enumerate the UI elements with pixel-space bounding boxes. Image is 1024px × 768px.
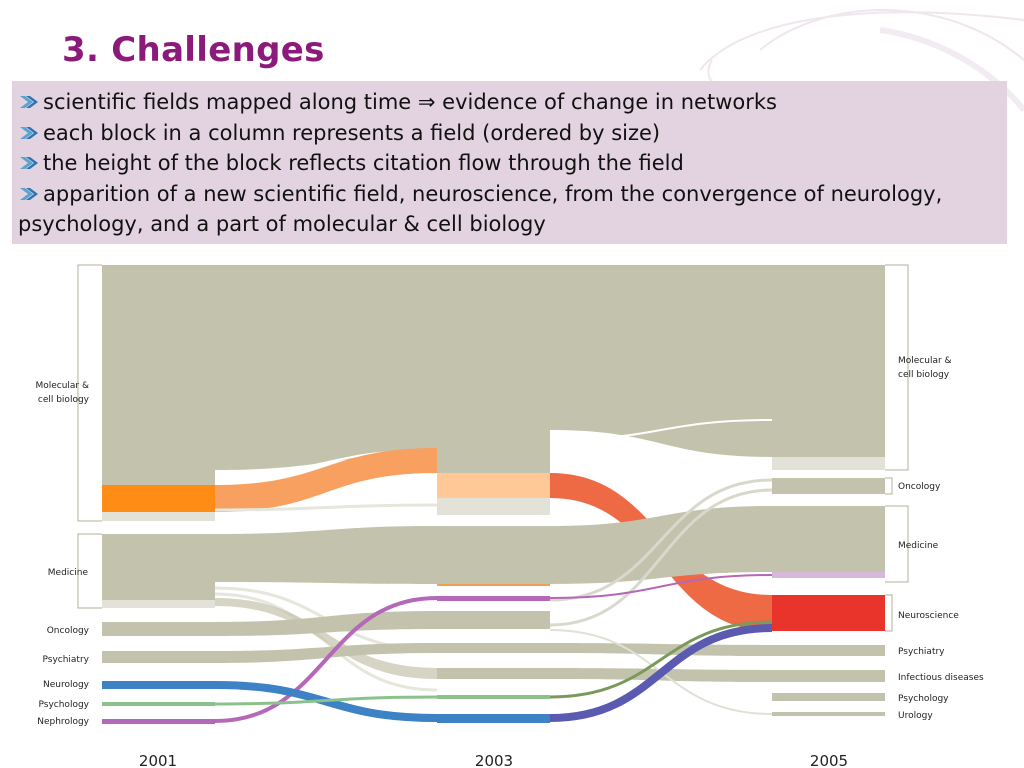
label-2005-urology: Urology xyxy=(898,711,933,721)
block-2001-medicine-tail xyxy=(102,600,215,608)
block-2001-medicine xyxy=(102,534,215,600)
block-2001-psychiatry xyxy=(102,651,215,663)
flow-neurology-2 xyxy=(549,624,773,722)
block-2005-psychology xyxy=(772,693,885,701)
labels-2001: Molecular & cell biology Medicine Oncolo… xyxy=(35,381,89,727)
block-2005-medicine xyxy=(772,506,885,572)
label-2005-medicine: Medicine xyxy=(898,541,939,551)
label-2001-molecular-line1: Molecular & xyxy=(35,381,89,391)
label-2001-nephrology: Nephrology xyxy=(37,717,89,727)
year-label-2005: 2005 xyxy=(810,752,848,768)
flow-medicine-medicine xyxy=(215,526,437,584)
bullet-text: each block in a column represents a fiel… xyxy=(43,120,661,145)
block-2003-nephrology xyxy=(437,596,550,601)
bullet-item: each block in a column represents a fiel… xyxy=(18,118,1007,149)
flow-psychiatry-psychiatry xyxy=(215,643,437,663)
flow-psychology-2 xyxy=(549,620,773,699)
block-2005-oncology xyxy=(772,478,885,494)
block-2003-psychology xyxy=(437,695,550,699)
label-2005-psychology: Psychology xyxy=(898,694,949,704)
flow-nephrology-2 xyxy=(549,574,773,599)
block-2001-oncology xyxy=(102,622,215,636)
block-2001-molecular-highlight xyxy=(102,485,215,512)
chevron-arrow-icon xyxy=(20,96,38,108)
bullet-text: the height of the block reflects citatio… xyxy=(43,151,684,175)
flow-oncology-lines xyxy=(549,478,773,627)
blocks-2003 xyxy=(437,265,550,723)
flow-nephrology xyxy=(214,596,438,723)
block-2003-medicine-line xyxy=(437,584,550,586)
block-2001-nephrology xyxy=(102,719,215,724)
block-2001-molecular xyxy=(102,265,215,513)
bullet-item: apparition of a new scientific field, ne… xyxy=(18,179,1007,240)
labels-2005: Molecular & cell biology Oncology Medici… xyxy=(898,356,984,721)
bullet-item: the height of the block reflects citatio… xyxy=(18,148,1007,179)
block-2005-medicine-line xyxy=(772,572,885,578)
blocks-2001 xyxy=(102,265,215,724)
year-label-2001: 2001 xyxy=(139,752,177,768)
block-2001-neurology xyxy=(102,681,215,689)
chevron-arrow-icon xyxy=(20,187,38,200)
flow-psychiatry-psychiatry-2 xyxy=(550,643,772,656)
label-2001-psychology: Psychology xyxy=(39,700,90,710)
brackets xyxy=(77,264,909,632)
flow-medicine-medicine-2 xyxy=(550,506,772,584)
label-2005-infectious: Infectious diseases xyxy=(898,673,984,683)
label-2001-oncology: Oncology xyxy=(47,626,90,636)
block-2003-molecular-highlight xyxy=(437,473,550,498)
block-2003-medicine xyxy=(437,526,550,584)
block-2001-molecular-tail xyxy=(102,512,215,521)
block-2003-infectious xyxy=(437,668,550,679)
alluvial-diagram: Molecular & cell biology Medicine Oncolo… xyxy=(35,264,984,768)
block-2003-neurology xyxy=(437,714,550,723)
label-2005-molecular-line1: Molecular & xyxy=(898,356,952,366)
blocks-2005 xyxy=(772,265,885,716)
block-2003-molecular-tail xyxy=(437,498,550,515)
block-2005-neuroscience xyxy=(772,595,885,631)
flow-medicine-infectious xyxy=(215,598,437,679)
label-2001-molecular-line2: cell biology xyxy=(38,395,90,405)
slide-title: 3. Challenges xyxy=(62,30,325,70)
label-2005-psychiatry: Psychiatry xyxy=(898,647,945,657)
flows-2001-2003 xyxy=(214,265,438,723)
chevron-arrow-icon xyxy=(20,157,38,169)
block-2001-psychology xyxy=(102,702,215,706)
flow-psychology xyxy=(214,695,438,706)
block-2005-urology xyxy=(772,712,885,716)
flow-molecular-highlight xyxy=(215,448,437,512)
flow-oncology-oncology xyxy=(215,611,437,636)
label-2001-medicine: Medicine xyxy=(48,568,89,578)
flow-molecular-molecular xyxy=(215,265,437,470)
year-label-2003: 2003 xyxy=(475,752,513,768)
flow-molecular-molecular-2 xyxy=(550,265,772,457)
bullet-text: scientific fields mapped along time ⇒ ev… xyxy=(43,90,777,114)
label-2005-oncology: Oncology xyxy=(898,482,941,492)
block-2005-molecular-tail xyxy=(772,457,885,470)
label-2001-psychiatry: Psychiatry xyxy=(42,655,89,665)
block-2003-psychiatry xyxy=(437,643,550,653)
block-2003-molecular xyxy=(437,265,550,473)
label-2005-molecular-line2: cell biology xyxy=(898,370,950,380)
bullet-list: scientific fields mapped along time ⇒ ev… xyxy=(12,81,1007,244)
bullet-text: apparition of a new scientific field, ne… xyxy=(18,181,943,237)
flows-2003-2005 xyxy=(549,265,773,722)
block-2003-oncology xyxy=(437,611,550,629)
label-2001-neurology: Neurology xyxy=(43,680,90,690)
chevron-arrow-icon xyxy=(20,126,38,139)
label-2005-neuroscience: Neuroscience xyxy=(898,611,959,621)
bullet-item: scientific fields mapped along time ⇒ ev… xyxy=(18,87,1007,118)
block-2005-infectious xyxy=(772,670,885,682)
block-2005-molecular xyxy=(772,265,885,457)
block-2005-psychiatry xyxy=(772,645,885,656)
